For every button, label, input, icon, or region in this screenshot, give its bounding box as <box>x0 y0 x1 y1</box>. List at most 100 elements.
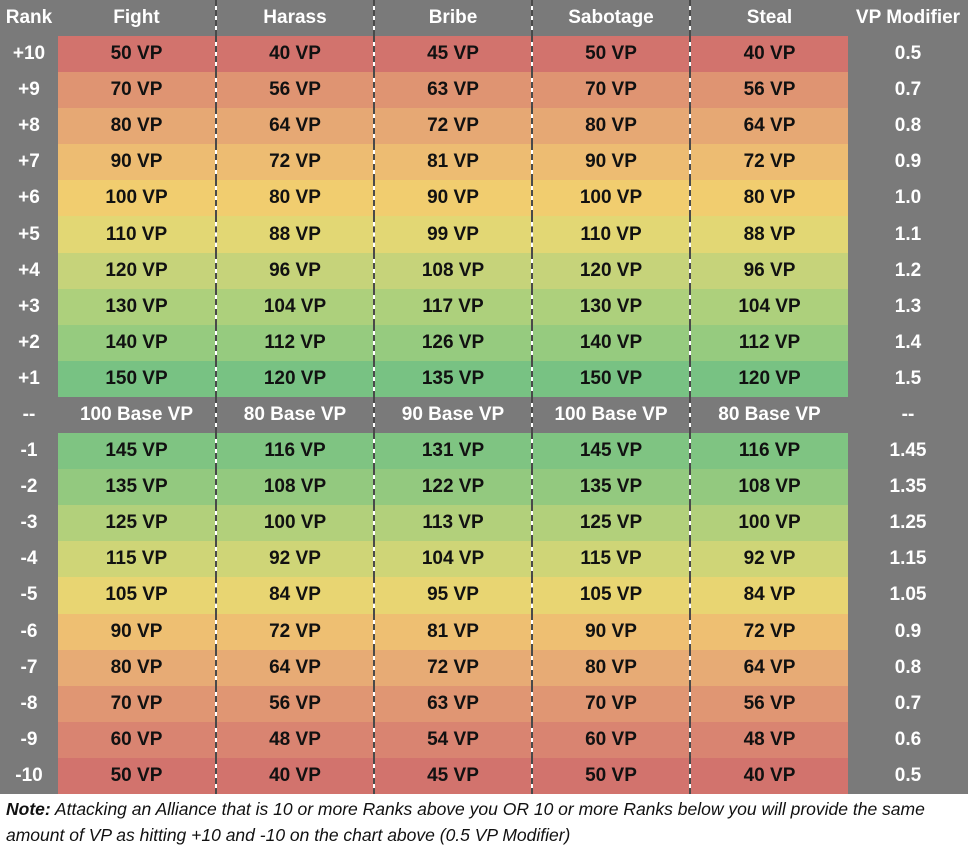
fight-cell: 140 VP <box>58 324 216 361</box>
harass-cell: 80 VP <box>215 180 374 217</box>
fight-cell: 50 VP <box>58 36 216 73</box>
bribe-cell: 45 VP <box>373 36 532 73</box>
steal-cell: 88 VP <box>689 216 848 253</box>
sabotage-cell: 50 VP <box>531 36 690 73</box>
bribe-cell: 90 Base VP <box>373 396 532 434</box>
steal-cell: 80 VP <box>689 180 848 217</box>
fight-cell: 115 VP <box>58 541 216 578</box>
vp-modifier-cell: 0.8 <box>848 649 968 686</box>
harass-cell: 112 VP <box>215 324 374 361</box>
header-fight: Fight <box>58 0 216 36</box>
steal-cell: 40 VP <box>689 757 848 794</box>
header-sabotage: Sabotage <box>531 0 690 36</box>
vp-modifier-cell: 1.25 <box>848 505 968 542</box>
bribe-cell: 104 VP <box>373 541 532 578</box>
harass-cell: 72 VP <box>215 144 374 181</box>
sabotage-cell: 120 VP <box>531 252 690 289</box>
table-row: -4 115 VP 92 VP 104 VP 115 VP 92 VP 1.15 <box>0 541 968 578</box>
table-row: +1 150 VP 120 VP 135 VP 150 VP 120 VP 1.5 <box>0 360 968 397</box>
harass-cell: 48 VP <box>215 721 374 758</box>
rank-cell: +2 <box>0 324 58 361</box>
bribe-cell: 117 VP <box>373 288 532 325</box>
table-row: +2 140 VP 112 VP 126 VP 140 VP 112 VP 1.4 <box>0 324 968 361</box>
fight-cell: 105 VP <box>58 577 216 614</box>
steal-cell: 100 VP <box>689 505 848 542</box>
fight-cell: 60 VP <box>58 721 216 758</box>
vp-modifier-cell: 1.1 <box>848 216 968 253</box>
table-row: +9 70 VP 56 VP 63 VP 70 VP 56 VP 0.7 <box>0 72 968 109</box>
fight-cell: 90 VP <box>58 144 216 181</box>
steal-cell: 64 VP <box>689 649 848 686</box>
harass-cell: 120 VP <box>215 360 374 397</box>
sabotage-cell: 115 VP <box>531 541 690 578</box>
vp-modifier-cell: 1.45 <box>848 433 968 470</box>
rank-cell: -5 <box>0 577 58 614</box>
fight-cell: 150 VP <box>58 360 216 397</box>
table-row: -6 90 VP 72 VP 81 VP 90 VP 72 VP 0.9 <box>0 613 968 650</box>
rank-cell: -7 <box>0 649 58 686</box>
sabotage-cell: 140 VP <box>531 324 690 361</box>
fight-cell: 125 VP <box>58 505 216 542</box>
steal-cell: 96 VP <box>689 252 848 289</box>
vp-modifier-cell: 1.3 <box>848 288 968 325</box>
fight-cell: 50 VP <box>58 757 216 794</box>
harass-cell: 56 VP <box>215 72 374 109</box>
harass-cell: 64 VP <box>215 108 374 145</box>
vp-modifier-cell: 1.35 <box>848 469 968 506</box>
bribe-cell: 81 VP <box>373 144 532 181</box>
rank-cell: +9 <box>0 72 58 109</box>
rank-cell: +7 <box>0 144 58 181</box>
sabotage-cell: 125 VP <box>531 505 690 542</box>
table-row: -3 125 VP 100 VP 113 VP 125 VP 100 VP 1.25 <box>0 505 968 542</box>
sabotage-cell: 90 VP <box>531 613 690 650</box>
bribe-cell: 90 VP <box>373 180 532 217</box>
fight-cell: 135 VP <box>58 469 216 506</box>
bribe-cell: 72 VP <box>373 108 532 145</box>
table-row: +7 90 VP 72 VP 81 VP 90 VP 72 VP 0.9 <box>0 144 968 181</box>
sabotage-cell: 80 VP <box>531 649 690 686</box>
sabotage-cell: 150 VP <box>531 360 690 397</box>
harass-cell: 100 VP <box>215 505 374 542</box>
harass-cell: 56 VP <box>215 685 374 722</box>
harass-cell: 72 VP <box>215 613 374 650</box>
steal-cell: 48 VP <box>689 721 848 758</box>
harass-cell: 92 VP <box>215 541 374 578</box>
steal-cell: 56 VP <box>689 685 848 722</box>
bribe-cell: 126 VP <box>373 324 532 361</box>
vp-modifier-cell: 0.6 <box>848 721 968 758</box>
fight-cell: 100 VP <box>58 180 216 217</box>
harass-cell: 96 VP <box>215 252 374 289</box>
base-row: -- 100 Base VP 80 Base VP 90 Base VP 100 Bas… <box>0 396 968 434</box>
sabotage-cell: 105 VP <box>531 577 690 614</box>
steal-cell: 92 VP <box>689 541 848 578</box>
fight-cell: 145 VP <box>58 433 216 470</box>
fight-cell: 80 VP <box>58 649 216 686</box>
sabotage-cell: 130 VP <box>531 288 690 325</box>
vp-table: Rank Fight Harass Bribe Sabotage Steal V… <box>0 0 968 794</box>
steal-cell: 120 VP <box>689 360 848 397</box>
bribe-cell: 135 VP <box>373 360 532 397</box>
bribe-cell: 63 VP <box>373 685 532 722</box>
vp-modifier-cell: 1.05 <box>848 577 968 614</box>
harass-cell: 64 VP <box>215 649 374 686</box>
rank-cell: +8 <box>0 108 58 145</box>
table-row: -1 145 VP 116 VP 131 VP 145 VP 116 VP 1.45 <box>0 433 968 470</box>
sabotage-cell: 100 VP <box>531 180 690 217</box>
table-row: +10 50 VP 40 VP 45 VP 50 VP 40 VP 0.5 <box>0 36 968 73</box>
table-row: +8 80 VP 64 VP 72 VP 80 VP 64 VP 0.8 <box>0 108 968 145</box>
steal-cell: 40 VP <box>689 36 848 73</box>
vp-modifier-cell: 0.5 <box>848 757 968 794</box>
rank-cell: +10 <box>0 36 58 73</box>
vp-modifier-cell: 0.7 <box>848 685 968 722</box>
rank-cell: -2 <box>0 469 58 506</box>
vp-modifier-cell: 1.4 <box>848 324 968 361</box>
steal-cell: 80 Base VP <box>689 396 848 434</box>
table-row: -10 50 VP 40 VP 45 VP 50 VP 40 VP 0.5 <box>0 757 968 794</box>
header-harass: Harass <box>215 0 374 36</box>
vp-modifier-cell: 1.2 <box>848 252 968 289</box>
harass-cell: 84 VP <box>215 577 374 614</box>
bribe-cell: 95 VP <box>373 577 532 614</box>
steal-cell: 104 VP <box>689 288 848 325</box>
rank-cell: -8 <box>0 685 58 722</box>
